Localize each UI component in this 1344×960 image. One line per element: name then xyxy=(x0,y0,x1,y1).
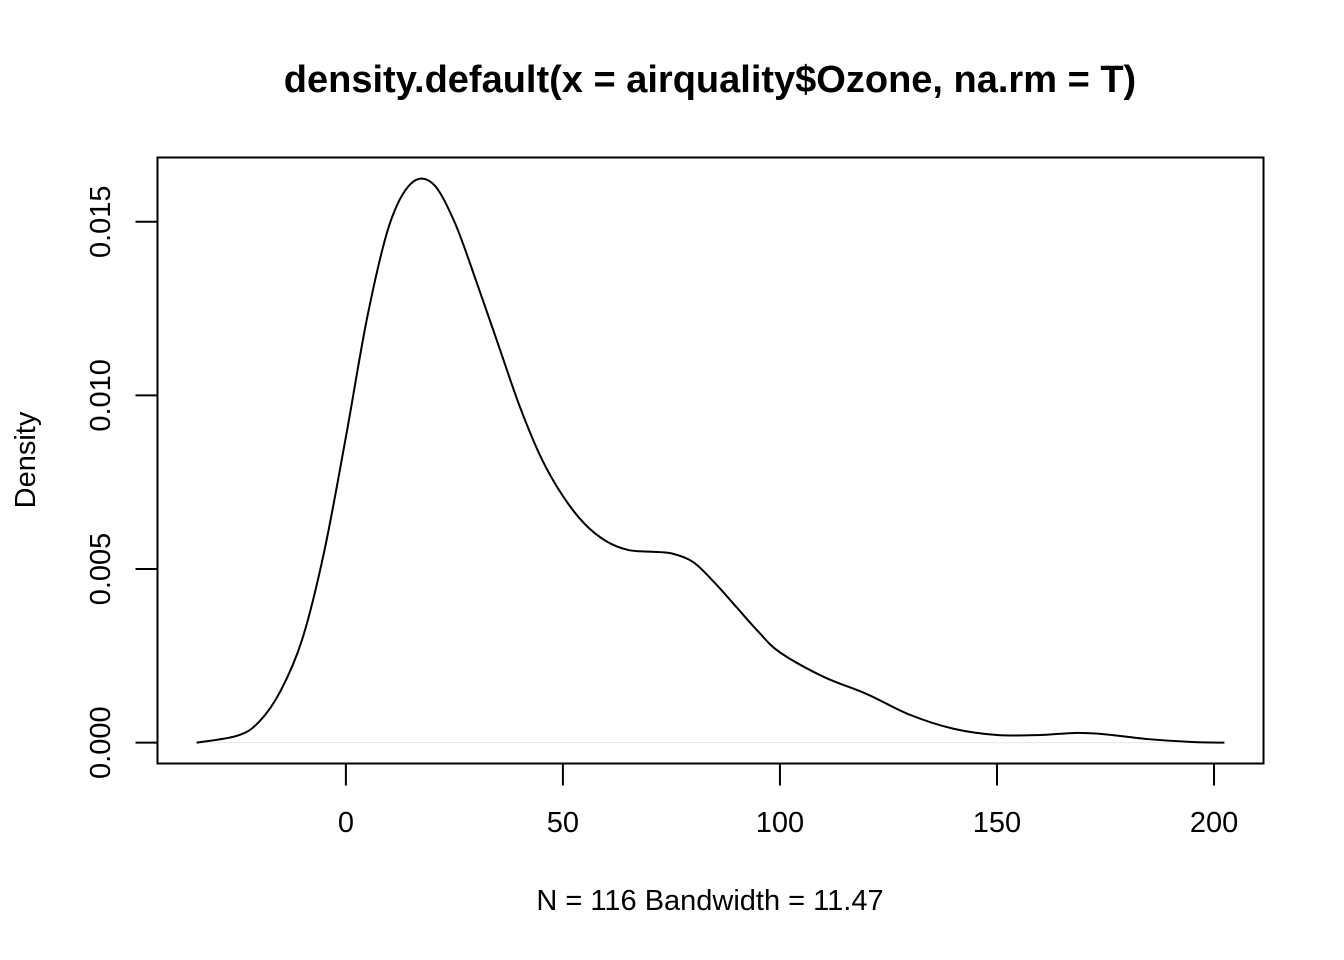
plot-frame xyxy=(156,156,1265,765)
y-axis-label: Density xyxy=(10,411,42,508)
y-tick-label: 0.015 xyxy=(85,185,117,258)
y-tick-label: 0.010 xyxy=(85,359,117,432)
x-axis-label: N = 116 Bandwidth = 11.47 xyxy=(536,885,883,917)
density-curve xyxy=(196,177,1225,744)
x-tick-label: 100 xyxy=(756,807,804,839)
x-axis: 0 50 100 150 200 xyxy=(338,762,1238,839)
y-tick-label: 0.005 xyxy=(85,533,117,606)
x-tick-label: 200 xyxy=(1190,807,1238,839)
x-tick-label: 50 xyxy=(547,807,579,839)
chart-title: density.default(x = airquality$Ozone, na… xyxy=(284,59,1136,101)
x-tick-label: 150 xyxy=(973,807,1021,839)
y-tick-label: 0.000 xyxy=(85,706,117,779)
x-tick-label: 0 xyxy=(338,807,354,839)
y-axis: 0.000 0.005 0.010 0.015 xyxy=(85,185,159,779)
